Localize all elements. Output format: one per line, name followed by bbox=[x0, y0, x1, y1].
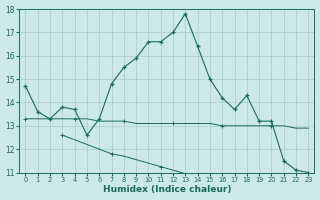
X-axis label: Humidex (Indice chaleur): Humidex (Indice chaleur) bbox=[103, 185, 231, 194]
